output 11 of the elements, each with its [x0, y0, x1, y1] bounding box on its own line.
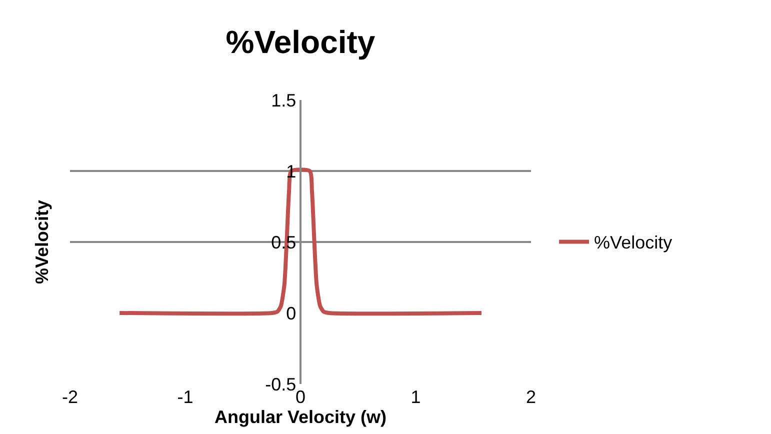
x-tick-label: -1 [177, 387, 194, 407]
x-tick-label: 2 [526, 387, 536, 407]
y-tick-label: -0.5 [265, 374, 296, 394]
legend-label: %Velocity [594, 232, 672, 253]
chart-title: %Velocity [226, 24, 376, 60]
y-tick-label: 1.5 [271, 90, 296, 110]
x-axis-title: Angular Velocity (w) [214, 407, 387, 427]
x-tick-label: -2 [62, 387, 78, 407]
y-axis-title: %Velocity [32, 200, 52, 284]
y-tick-label: 0 [286, 303, 296, 324]
x-tick-label: 1 [410, 387, 421, 407]
